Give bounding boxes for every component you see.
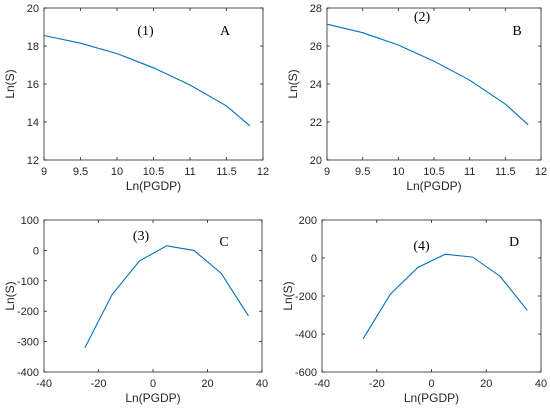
panel-letter-label: B xyxy=(512,24,521,39)
x-tick-label: 11.5 xyxy=(495,166,516,178)
x-tick-label: 40 xyxy=(535,378,547,390)
chart-panel-3: -40 -20 0 20 40-400-300-200-1000100Ln(PGDP)L… xyxy=(3,215,268,405)
x-tick-label: -40 xyxy=(36,378,52,390)
x-tick-label: 10 xyxy=(392,166,404,178)
x-tick-label: 12 xyxy=(257,166,269,178)
series-line xyxy=(84,245,249,348)
y-tick-label: 14 xyxy=(27,117,39,129)
plot-frame xyxy=(326,7,542,161)
x-tick-label: 11 xyxy=(184,166,195,178)
x-axis-label: Ln(PGDP) xyxy=(404,391,459,405)
y-tick-label: 0 xyxy=(33,245,39,257)
panel-number-label: (3) xyxy=(133,229,150,244)
y-tick-label: -100 xyxy=(17,276,39,288)
chart-panel-2: 9 9.5 10 10.5 11 11.5 12 20 22 24 26 28 Ln(PGDP) Ln(S… xyxy=(286,3,547,193)
y-tick-label: -400 xyxy=(295,329,317,341)
x-tick-label: 10 xyxy=(111,166,123,178)
chart-panel-4: -40 -20 0 20 40-600-400-2000200Ln(PGDP)Ln(S)… xyxy=(281,215,547,405)
x-tick-label: 9 xyxy=(324,166,330,178)
x-tick-label: -20 xyxy=(369,378,385,390)
y-tick-label: -200 xyxy=(295,291,317,303)
x-tick-label: 9.5 xyxy=(355,166,370,178)
y-tick-label: -600 xyxy=(295,367,317,379)
panel-number-label: (4) xyxy=(413,239,430,254)
y-tick-label: 22 xyxy=(310,117,322,129)
x-tick-label: 10.5 xyxy=(423,166,444,178)
series-line xyxy=(43,34,251,127)
plot-frame xyxy=(43,7,264,161)
y-tick-label: -200 xyxy=(17,306,39,318)
x-tick-label: 40 xyxy=(256,378,268,390)
panel-number-label: (1) xyxy=(137,24,154,39)
y-tick-label: 100 xyxy=(21,215,39,227)
x-tick-label: 10.5 xyxy=(143,166,164,178)
x-tick-label: 12 xyxy=(535,166,547,178)
x-axis-label: Ln(PGDP) xyxy=(126,179,181,193)
panel-number-label: (2) xyxy=(414,10,431,25)
series-line xyxy=(326,23,529,126)
y-tick-label: 26 xyxy=(310,41,322,53)
x-axis-label: Ln(PGDP) xyxy=(406,179,461,193)
y-axis-label: Ln(S) xyxy=(3,281,17,310)
panel-letter-label: A xyxy=(220,24,231,39)
x-tick-label: 20 xyxy=(480,378,492,390)
x-tick-label: 0 xyxy=(428,378,434,390)
y-axis-label: Ln(S) xyxy=(286,69,300,98)
x-tick-label: -20 xyxy=(91,378,107,390)
plot-frame xyxy=(43,219,263,373)
x-tick-label: -40 xyxy=(314,378,330,390)
y-tick-label: 28 xyxy=(310,3,322,15)
plot-frame xyxy=(321,219,542,373)
y-tick-label: 0 xyxy=(311,253,317,265)
y-tick-label: 200 xyxy=(299,215,317,227)
y-tick-label: 20 xyxy=(310,155,322,167)
y-tick-label: 20 xyxy=(27,3,39,15)
x-tick-label: 0 xyxy=(150,378,156,390)
x-tick-label: 20 xyxy=(201,378,213,390)
y-tick-label: -400 xyxy=(17,367,39,379)
chart-panel-1: 9 9.5 10 10.5 11 11.5 12 12 14 16 18 20 Ln(PGDP) Ln(S… xyxy=(3,3,269,193)
y-tick-label: 18 xyxy=(27,41,39,53)
x-tick-label: 9.5 xyxy=(73,166,88,178)
y-tick-label: -300 xyxy=(17,337,39,349)
y-tick-label: 24 xyxy=(310,79,322,91)
x-axis-label: Ln(PGDP) xyxy=(125,391,180,405)
y-tick-label: 16 xyxy=(27,79,39,91)
x-tick-label: 11.5 xyxy=(216,166,237,178)
y-tick-label: 12 xyxy=(27,155,39,167)
series-line xyxy=(362,253,528,340)
x-tick-label: 11 xyxy=(464,166,475,178)
y-axis-label: Ln(S) xyxy=(281,281,295,310)
panel-letter-label: C xyxy=(219,235,228,250)
x-tick-label: 9 xyxy=(41,166,47,178)
panel-letter-label: D xyxy=(509,235,519,250)
y-axis-label: Ln(S) xyxy=(3,69,17,98)
